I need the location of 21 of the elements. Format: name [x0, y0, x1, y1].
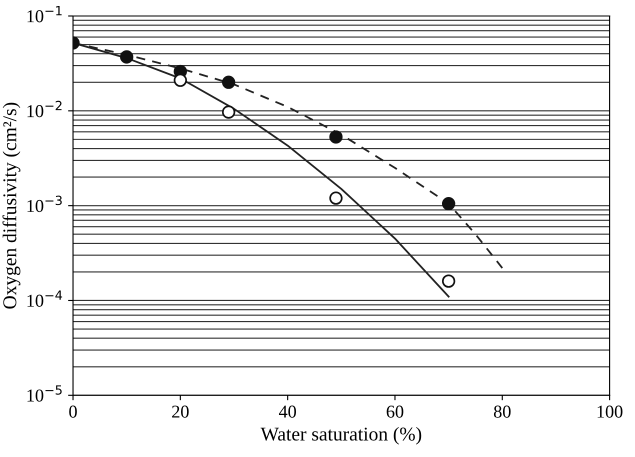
x-tick-label: 60: [386, 406, 404, 418]
point: [442, 274, 456, 288]
y-tick-label: 10$^{−4}$: [28, 290, 62, 307]
point: [120, 50, 134, 64]
point: [174, 74, 187, 87]
y-tick-label: 10$^{−2}$: [28, 100, 62, 118]
point: [329, 191, 343, 205]
point: [442, 196, 456, 210]
x-tick-label: 100: [598, 406, 622, 418]
point: [329, 130, 343, 144]
point: [222, 105, 236, 119]
y-tick-label: 10$^{−3}$: [28, 196, 62, 212]
point: [222, 76, 236, 89]
x-tick-label: 80: [494, 406, 511, 418]
y-axis-title: Oxygen diffusivity (cm²/s): [2, 102, 20, 309]
y-tick-label: 10$^{−1}$: [28, 6, 62, 22]
x-tick-label: 40: [278, 406, 296, 418]
y-tick-label: 10$^{−5}$: [28, 385, 62, 402]
x-tick-label: 20: [172, 406, 189, 418]
x-axis-title: Water saturation (%): [260, 426, 422, 445]
x-tick-label: 0: [69, 406, 77, 418]
